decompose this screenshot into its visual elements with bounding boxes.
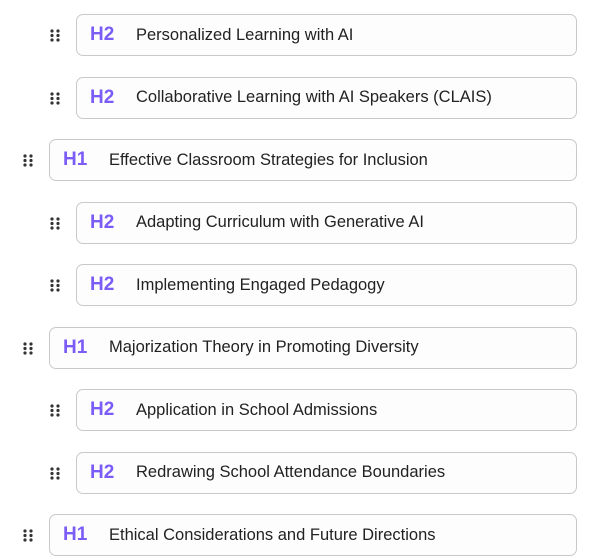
outline-item-title[interactable]: Personalized Learning with AI: [136, 25, 354, 44]
outline-item: H2 Collaborative Learning with AI Speaker…: [47, 76, 577, 119]
heading-level-label: H2: [90, 399, 115, 420]
outline-item: H2 Application in School Admissions: [47, 389, 577, 431]
outline-item-box[interactable]: H2 Application in School Admissions: [76, 389, 577, 431]
outline-item-title[interactable]: Implementing Engaged Pedagogy: [136, 275, 385, 294]
heading-level-label: H2: [90, 86, 115, 108]
outline-item: H1 Ethical Considerations and Future Dire…: [20, 514, 577, 556]
outline-item-box[interactable]: H2 Personalized Learning with AI: [76, 14, 577, 56]
drag-handle-icon[interactable]: [50, 466, 60, 480]
outline-item: H2 Implementing Engaged Pedagogy: [47, 264, 577, 306]
outline-item-title[interactable]: Majorization Theory in Promoting Diversi…: [109, 338, 419, 356]
outline-item-title[interactable]: Application in School Admissions: [136, 400, 378, 419]
drag-handle-icon[interactable]: [23, 154, 33, 167]
drag-handle-icon[interactable]: [50, 216, 60, 230]
outline-item-box[interactable]: H2 Redrawing School Attendance Boundaries: [76, 451, 577, 494]
heading-level-label: H2: [90, 461, 115, 483]
outline-item-box[interactable]: H2 Adapting Curriculum with Generative AI: [76, 201, 577, 244]
heading-level-label: H2: [90, 24, 115, 45]
drag-handle-icon[interactable]: [23, 341, 33, 355]
outline-item: H1 Majorization Theory in Promoting Diver…: [20, 326, 577, 369]
heading-level-label: H2: [90, 211, 115, 233]
outline-item-title[interactable]: Redrawing School Attendance Boundaries: [136, 463, 446, 481]
outline-item-box[interactable]: H2 Collaborative Learning with AI Speaker…: [76, 76, 577, 119]
drag-handle-icon[interactable]: [50, 404, 60, 417]
outline-item-title[interactable]: Adapting Curriculum with Generative AI: [136, 213, 424, 231]
outline-item-title[interactable]: Collaborative Learning with AI Speakers …: [136, 88, 492, 106]
heading-level-label: H1: [63, 149, 88, 170]
heading-level-label: H1: [63, 336, 88, 358]
drag-handle-icon[interactable]: [50, 29, 60, 42]
heading-level-label: H2: [90, 274, 115, 295]
outline-item: H1 Effective Classroom Strategies for Inc…: [20, 139, 577, 181]
outline-item: H2 Adapting Curriculum with Generative AI: [47, 201, 577, 244]
outline-item: H2 Personalized Learning with AI: [47, 14, 577, 56]
outline-item-box[interactable]: H2 Implementing Engaged Pedagogy: [76, 264, 577, 306]
drag-handle-icon[interactable]: [50, 91, 60, 105]
heading-level-label: H1: [63, 524, 88, 545]
outline-item-box[interactable]: H1 Ethical Considerations and Future Dire…: [49, 514, 577, 556]
outline-item-box[interactable]: H1 Effective Classroom Strategies for Inc…: [49, 139, 577, 181]
outline-item-title[interactable]: Effective Classroom Strategies for Inclu…: [109, 150, 428, 169]
drag-handle-icon[interactable]: [50, 279, 60, 292]
outline-item-box[interactable]: H1 Majorization Theory in Promoting Diver…: [49, 326, 577, 369]
outline-item-title[interactable]: Ethical Considerations and Future Direct…: [109, 525, 436, 544]
outline-item: H2 Redrawing School Attendance Boundaries: [47, 451, 577, 494]
drag-handle-icon[interactable]: [23, 529, 33, 542]
